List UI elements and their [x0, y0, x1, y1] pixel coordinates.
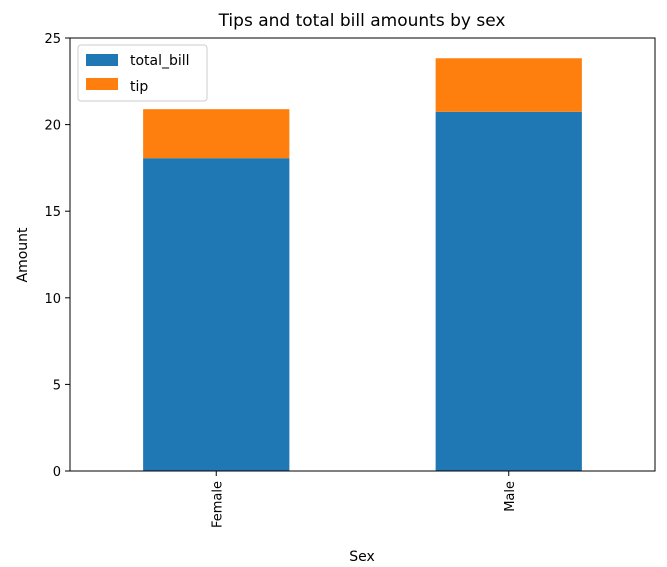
bar-total-bill-male	[435, 111, 582, 471]
bar-total-bill-female	[143, 158, 290, 471]
x-axis: Female Male	[210, 471, 518, 528]
bars-group	[143, 58, 582, 471]
y-axis: 0 5 10 15 20 25	[44, 32, 70, 480]
y-axis-label: Amount	[15, 227, 31, 283]
x-axis-label: Sex	[349, 549, 375, 565]
legend-label-total-bill: total_bill	[130, 53, 190, 69]
y-tick-label-0: 0	[53, 465, 61, 480]
legend-label-tip: tip	[130, 79, 148, 95]
bar-tip-female	[143, 109, 290, 159]
y-tick-label-15: 15	[44, 205, 61, 220]
chart-title: Tips and total bill amounts by sex	[218, 11, 506, 31]
y-tick-label-20: 20	[44, 119, 61, 134]
y-tick-label-25: 25	[44, 32, 61, 47]
x-tick-label-male: Male	[503, 481, 518, 512]
legend-swatch-total-bill	[86, 54, 118, 66]
legend-swatch-tip	[86, 78, 118, 90]
legend: total_bill tip	[77, 44, 208, 102]
bar-tip-male	[435, 58, 582, 112]
y-tick-label-10: 10	[44, 292, 61, 307]
y-tick-label-5: 5	[53, 378, 61, 393]
x-tick-label-female: Female	[210, 481, 225, 528]
plot-frame	[69, 37, 656, 472]
